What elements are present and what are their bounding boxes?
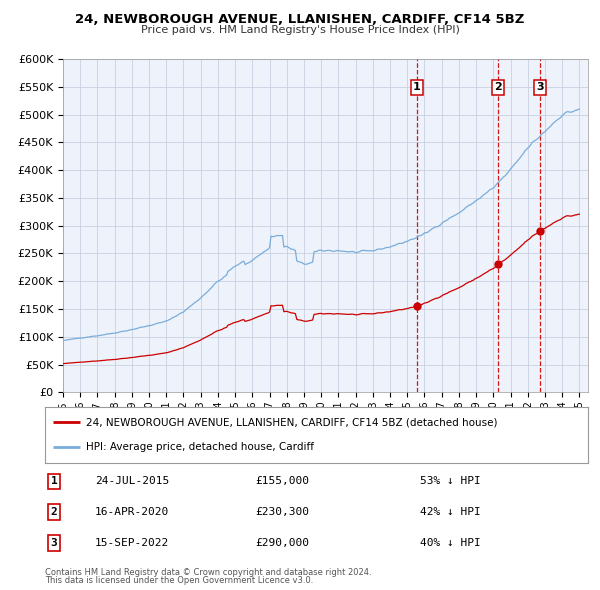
Text: HPI: Average price, detached house, Cardiff: HPI: Average price, detached house, Card… [86, 442, 314, 452]
Text: 15-SEP-2022: 15-SEP-2022 [95, 538, 169, 548]
Text: Price paid vs. HM Land Registry's House Price Index (HPI): Price paid vs. HM Land Registry's House … [140, 25, 460, 35]
Text: 3: 3 [50, 538, 58, 548]
Text: 2: 2 [494, 83, 502, 92]
Text: 24-JUL-2015: 24-JUL-2015 [95, 477, 169, 486]
Text: 53% ↓ HPI: 53% ↓ HPI [420, 477, 481, 486]
Text: 2: 2 [50, 507, 58, 517]
Text: 24, NEWBOROUGH AVENUE, LLANISHEN, CARDIFF, CF14 5BZ (detached house): 24, NEWBOROUGH AVENUE, LLANISHEN, CARDIF… [86, 417, 497, 427]
Text: £230,300: £230,300 [255, 507, 309, 517]
Text: 40% ↓ HPI: 40% ↓ HPI [420, 538, 481, 548]
Text: This data is licensed under the Open Government Licence v3.0.: This data is licensed under the Open Gov… [45, 576, 313, 585]
Text: 24, NEWBOROUGH AVENUE, LLANISHEN, CARDIFF, CF14 5BZ: 24, NEWBOROUGH AVENUE, LLANISHEN, CARDIF… [76, 13, 524, 26]
Text: 42% ↓ HPI: 42% ↓ HPI [420, 507, 481, 517]
Text: £290,000: £290,000 [255, 538, 309, 548]
Text: 1: 1 [50, 477, 58, 486]
Text: 3: 3 [536, 83, 544, 92]
Text: 1: 1 [413, 83, 421, 92]
Text: £155,000: £155,000 [255, 477, 309, 486]
Text: 16-APR-2020: 16-APR-2020 [95, 507, 169, 517]
Text: Contains HM Land Registry data © Crown copyright and database right 2024.: Contains HM Land Registry data © Crown c… [45, 568, 371, 577]
